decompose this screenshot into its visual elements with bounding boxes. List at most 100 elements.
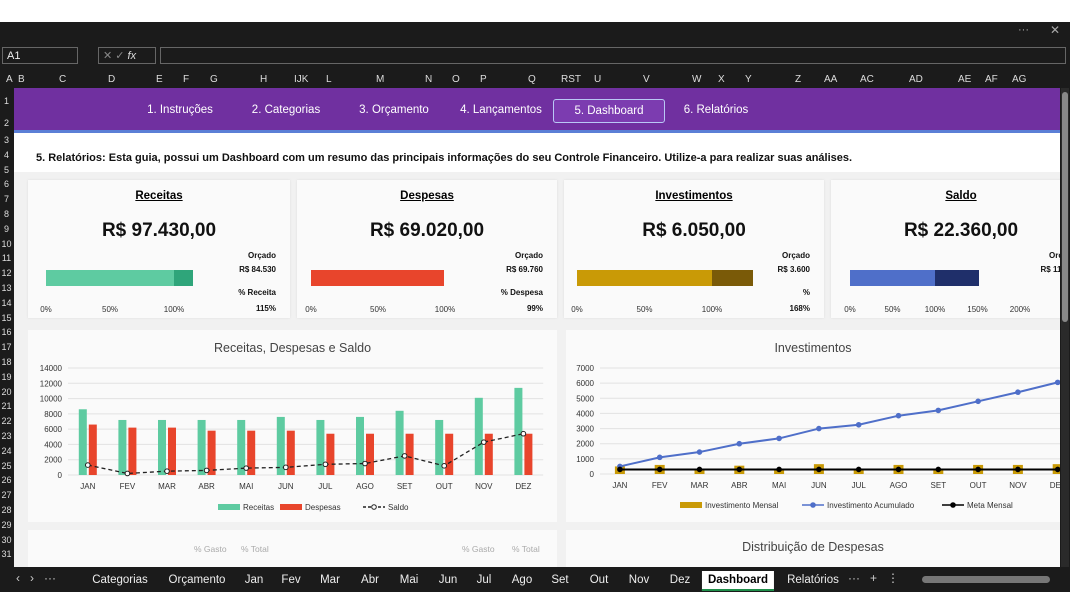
legend-swatch [218, 504, 240, 510]
budget-label: Orçado [781, 251, 810, 260]
bar-tick-label: 50% [369, 305, 387, 314]
legend-label: Meta Mensal [967, 501, 1013, 510]
point [243, 465, 249, 471]
card-value: R$ 6.050,00 [642, 220, 746, 241]
y-tick-label: 7000 [576, 364, 594, 373]
point [401, 453, 408, 459]
bar [88, 424, 97, 475]
bar-tick-label: 0% [305, 305, 317, 314]
close-button[interactable]: ✕ [1050, 23, 1061, 37]
column-header: L [326, 74, 332, 85]
point [1015, 389, 1021, 396]
sheet-tab[interactable]: Categorias [92, 574, 148, 586]
x-tick-label: DEZ [1050, 481, 1060, 490]
lower-label: % Gasto [462, 544, 495, 554]
nav-tab[interactable]: 1. Instruções [147, 104, 213, 116]
column-header: Z [795, 74, 802, 85]
sheet-tab[interactable]: Orçamento [168, 574, 226, 586]
column-header: AF [985, 74, 998, 85]
bar-tick-label: 0% [571, 305, 583, 314]
kpi-bar-excess [712, 270, 753, 286]
pct-text: 168% [789, 304, 810, 313]
point [1015, 466, 1021, 473]
bar [524, 433, 533, 475]
sheet-tab[interactable]: Fev [281, 574, 301, 586]
name-box[interactable]: A1 [2, 47, 78, 64]
scrollbar[interactable] [1061, 88, 1069, 567]
row-header: 18 [1, 357, 12, 367]
card-value: R$ 69.020,00 [369, 220, 485, 241]
kpi-bar-excess [935, 270, 980, 286]
x-tick-label: JAN [612, 481, 627, 490]
point [617, 466, 623, 473]
column-header: A [6, 74, 13, 85]
y-tick-label: 2000 [576, 440, 594, 449]
sheet-tab[interactable]: Nov [628, 574, 650, 586]
legend-swatch [280, 504, 302, 510]
nav-tab[interactable]: 2. Categorias [251, 104, 321, 116]
column-header: E [156, 74, 163, 85]
kpi-bar [311, 270, 444, 286]
bar [326, 433, 335, 475]
point [816, 466, 822, 473]
bar-track [577, 270, 753, 286]
row-header: 16 [1, 327, 12, 338]
nav-tab[interactable]: 6. Relatórios [683, 104, 749, 116]
bar-tick-label: 50% [884, 305, 901, 314]
x-tick-label: FEV [120, 482, 136, 491]
sheet-tab[interactable]: Jul [476, 574, 492, 586]
y-tick-label: 8000 [44, 410, 62, 419]
point [895, 466, 902, 473]
budget-label: Orçado [247, 251, 276, 260]
row-header: 5 [3, 164, 9, 175]
h-scrollbar[interactable] [922, 576, 1050, 583]
sheet-tab[interactable]: Set [551, 574, 569, 586]
lower-panel: Distribuição de Despesas [566, 530, 1060, 567]
fx-button[interactable]: fx [127, 50, 137, 62]
tab-tools[interactable]: ··· + ⋮ [848, 571, 899, 585]
sheet-tab[interactable]: Ago [511, 574, 533, 586]
row-header: 27 [1, 490, 12, 501]
sheet-tab[interactable]: Dashboard [701, 571, 775, 591]
sheet-tab[interactable]: Out [589, 574, 609, 586]
x-tick-label: OUT [436, 482, 453, 491]
nav-tab[interactable]: 4. Lançamentos [460, 104, 542, 116]
nav-tab[interactable]: 3. Orçamento [359, 104, 429, 116]
sheet-tab[interactable]: Mar [320, 574, 340, 586]
bar-tick-label: 50% [101, 305, 119, 314]
y-tick-label: 6000 [576, 379, 594, 388]
x-tick-label: NOV [475, 482, 493, 491]
kpi-bar [850, 270, 935, 286]
row-header: 28 [1, 505, 12, 515]
point [736, 466, 743, 473]
x-tick-label: MAR [691, 481, 709, 490]
sheet-tab[interactable]: Dez [669, 574, 691, 586]
nav-tab[interactable]: 5. Dashboard [553, 99, 665, 123]
tab-prev[interactable]: ‹ › ··· [16, 571, 56, 585]
column-header: U [594, 74, 602, 85]
kpi-bar [577, 270, 712, 286]
bar [366, 433, 374, 475]
sheet-tab[interactable]: Jan [244, 574, 264, 586]
formula-bar[interactable] [160, 47, 1066, 64]
row-header: 22 [1, 416, 12, 427]
bar [118, 419, 127, 475]
card-value: R$ 97.430,00 [101, 220, 217, 241]
row-header: 9 [3, 223, 9, 234]
bar [395, 410, 404, 475]
sheet-tab[interactable]: Abr [361, 574, 379, 586]
legend-marker [950, 502, 956, 508]
column-header: O [452, 74, 460, 85]
more-menu[interactable]: ··· [1018, 24, 1029, 36]
budget-value: R$ 84.530 [239, 265, 276, 274]
column-header: V [643, 74, 650, 85]
y-tick-label: 14000 [40, 364, 63, 373]
bar-tick-label: 0% [844, 305, 856, 314]
point [736, 440, 743, 447]
sheet-tab[interactable]: Relatórios [787, 574, 839, 586]
sheet-tab[interactable]: Mai [399, 574, 419, 586]
y-tick-label: 10000 [40, 395, 63, 404]
sheet-tab[interactable]: Jun [438, 574, 458, 586]
bar-tick-label: 0% [40, 305, 52, 314]
x-tick-label: MAI [239, 482, 253, 491]
